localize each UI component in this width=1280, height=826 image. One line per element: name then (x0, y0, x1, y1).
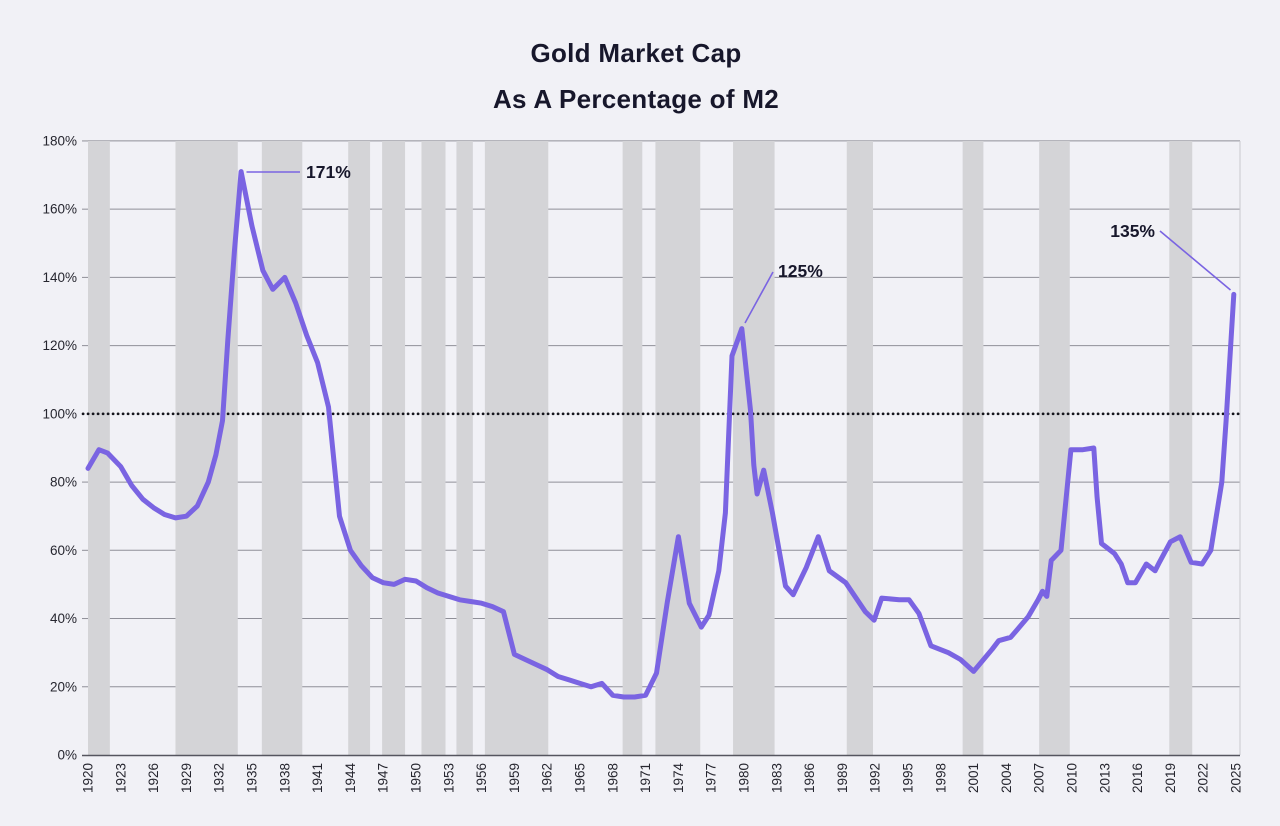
chart-title-line2: As A Percentage of M2 (492, 84, 780, 114)
x-axis-label: 1989 (835, 763, 850, 793)
x-axis-label: 1974 (671, 763, 686, 794)
x-axis-label: 1959 (507, 763, 522, 793)
x-axis-label: 1938 (277, 763, 292, 793)
annotation-label: 135% (1110, 221, 1155, 241)
x-axis-label: 1950 (408, 763, 423, 793)
recession-band (421, 141, 446, 755)
x-axis-label: 2004 (999, 763, 1014, 794)
x-axis-label: 2010 (1064, 763, 1079, 793)
x-axis-label: 1932 (212, 763, 227, 793)
x-axis-label: 1998 (933, 763, 948, 793)
recession-band (484, 141, 549, 755)
x-axis-label: 1935 (244, 763, 259, 793)
x-axis-label: 1956 (474, 763, 489, 793)
x-axis-label: 1971 (638, 763, 653, 793)
x-axis-label: 1920 (81, 763, 96, 793)
recession-band (846, 141, 873, 755)
x-axis-label: 1947 (376, 763, 391, 793)
x-axis-label: 1923 (113, 763, 128, 793)
recession-band (382, 141, 406, 755)
annotation-callout-line (1159, 230, 1232, 291)
recession-band (962, 141, 984, 755)
x-axis-label: 1965 (572, 763, 587, 793)
x-axis-label: 2016 (1130, 763, 1145, 793)
x-axis-label: 2013 (1097, 763, 1112, 793)
y-axis-label: 160% (42, 202, 77, 217)
x-axis-label: 1977 (704, 763, 719, 793)
chart-title: Gold Market Cap As A Percentage of M2 (0, 30, 1272, 122)
y-axis-label: 100% (42, 406, 77, 421)
x-axis-label: 1992 (868, 763, 883, 793)
recession-band (1039, 141, 1070, 755)
y-axis-label: 60% (50, 543, 77, 558)
recession-band (1169, 141, 1193, 755)
y-axis-label: 140% (42, 270, 77, 285)
x-axis-label: 1968 (605, 763, 620, 793)
x-axis-label: 1929 (179, 763, 194, 793)
chart-title-line1: Gold Market Cap (530, 38, 742, 68)
x-axis-label: 1986 (802, 763, 817, 793)
recession-band (261, 141, 303, 755)
series-line (85, 169, 1237, 700)
x-axis-label: 1953 (441, 763, 456, 793)
x-axis-label: 1995 (900, 763, 915, 793)
recession-band (456, 141, 473, 755)
x-axis-label: 1962 (540, 763, 555, 793)
recession-band (655, 141, 701, 755)
y-axis-label: 120% (42, 338, 77, 353)
recession-band (348, 141, 371, 755)
annotation-callout-line (744, 271, 774, 324)
x-axis-label: 2019 (1163, 763, 1178, 793)
x-axis-label: 1983 (769, 763, 784, 793)
y-axis-label: 180% (42, 133, 77, 148)
y-axis-label: 80% (50, 475, 77, 490)
x-axis-label: 2001 (966, 763, 981, 793)
x-axis-label: 1980 (736, 763, 751, 793)
recession-band (622, 141, 643, 755)
x-axis-label: 2022 (1196, 763, 1211, 793)
x-axis-label: 1926 (146, 763, 161, 793)
recession-band (175, 141, 238, 755)
x-axis-label: 2007 (1032, 763, 1047, 793)
x-axis-label: 2025 (1228, 763, 1243, 793)
x-axis-label: 1944 (343, 763, 358, 794)
y-axis-label: 20% (50, 679, 77, 694)
annotation-label: 171% (306, 162, 351, 182)
x-axis-label: 1941 (310, 763, 325, 793)
annotation-label: 125% (778, 261, 823, 281)
y-axis-label: 40% (50, 611, 77, 626)
y-axis-label: 0% (57, 748, 77, 763)
